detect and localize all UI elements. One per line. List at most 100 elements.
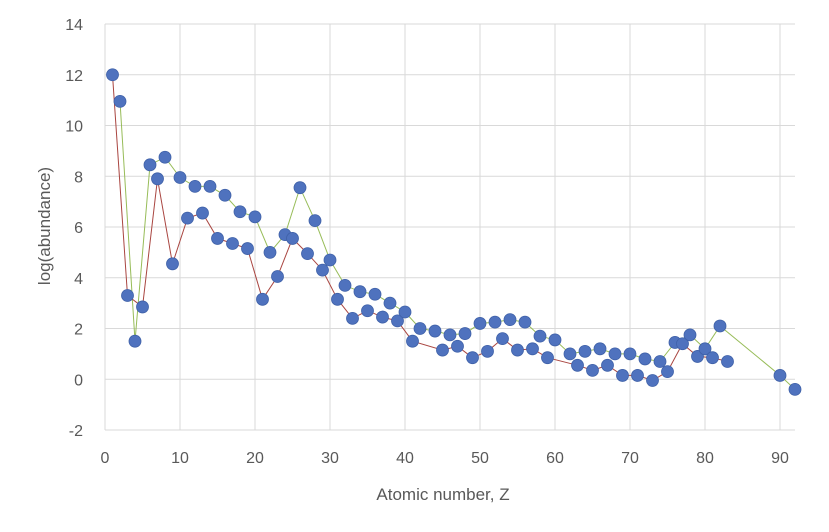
data-point — [541, 351, 554, 365]
data-point — [383, 296, 397, 310]
y-tick-label: 0 — [74, 372, 83, 389]
data-point — [211, 232, 224, 245]
data-point — [638, 352, 652, 366]
y-tick-label: 8 — [74, 169, 83, 186]
data-point — [286, 232, 299, 245]
data-point — [271, 270, 284, 283]
data-point — [698, 342, 712, 356]
data-point — [113, 94, 127, 108]
y-tick-label: -2 — [69, 423, 83, 440]
y-tick-label: 6 — [74, 220, 83, 237]
data-point — [646, 374, 659, 387]
data-point — [496, 332, 509, 346]
x-tick-label: 40 — [396, 450, 414, 467]
data-point — [391, 314, 404, 328]
gridlines — [104, 23, 795, 431]
data-point — [196, 206, 209, 220]
y-tick-label: 14 — [65, 17, 83, 34]
data-point — [608, 347, 622, 361]
data-point — [166, 257, 179, 271]
data-point — [601, 358, 614, 372]
data-point — [203, 179, 217, 193]
data-point — [368, 287, 382, 301]
data-point — [578, 344, 592, 358]
data-point — [136, 300, 149, 314]
data-point — [128, 334, 142, 348]
data-point — [548, 333, 562, 347]
data-point — [173, 171, 187, 184]
x-tick-label: 30 — [321, 450, 339, 467]
data-point — [721, 355, 734, 368]
data-point — [773, 369, 787, 382]
data-point — [563, 347, 577, 361]
data-point — [293, 181, 307, 195]
data-point — [323, 253, 337, 267]
y-tick-label: 10 — [65, 119, 83, 136]
data-point — [353, 285, 367, 299]
data-point — [241, 242, 254, 255]
x-tick-label: 60 — [546, 450, 564, 467]
data-point — [443, 328, 457, 342]
data-point — [788, 382, 802, 396]
data-point — [616, 369, 629, 382]
x-tick-label: 50 — [471, 450, 489, 467]
data-point — [346, 311, 359, 325]
y-tick-label: 2 — [74, 322, 83, 339]
data-point — [473, 317, 487, 330]
x-tick-labels: 0 10 20 30 40 50 60 70 80 90 — [101, 450, 789, 467]
data-point — [331, 292, 344, 306]
data-point — [338, 278, 352, 292]
data-point — [226, 237, 239, 250]
data-point — [413, 322, 427, 335]
data-point — [511, 343, 524, 357]
data-point — [683, 328, 697, 342]
data-point — [263, 245, 277, 259]
x-tick-label: 70 — [621, 450, 639, 467]
data-point — [458, 327, 472, 340]
data-point — [143, 158, 157, 172]
y-tick-label: 12 — [65, 68, 83, 85]
data-point — [436, 343, 449, 357]
x-tick-label: 20 — [246, 450, 264, 467]
y-tick-label: 4 — [74, 271, 83, 288]
data-point — [233, 205, 247, 219]
x-tick-label: 10 — [171, 450, 189, 467]
data-point — [188, 179, 202, 193]
data-point — [301, 247, 314, 261]
data-point — [533, 329, 547, 343]
data-point — [586, 363, 599, 377]
data-point — [218, 188, 232, 202]
x-axis-title: Atomic number, Z — [376, 485, 509, 504]
data-point — [451, 339, 464, 353]
y-axis-title: log(abundance) — [35, 167, 54, 285]
data-point — [503, 313, 517, 327]
data-point — [691, 350, 704, 363]
data-point — [398, 305, 412, 319]
data-point — [308, 214, 322, 228]
data-point — [571, 358, 584, 372]
data-point — [488, 315, 502, 329]
data-point — [631, 369, 644, 382]
data-point — [661, 365, 674, 379]
data-point — [518, 315, 532, 329]
data-point — [181, 211, 194, 225]
data-point — [376, 310, 389, 324]
data-point — [406, 334, 419, 348]
data-point — [158, 150, 172, 164]
data-point — [316, 263, 329, 277]
data-point — [676, 337, 689, 351]
data-point — [653, 355, 667, 368]
data-point — [593, 342, 607, 356]
data-point — [248, 210, 262, 224]
x-tick-label: 90 — [771, 450, 789, 467]
data-point — [713, 319, 727, 333]
data-point — [481, 344, 494, 358]
x-tick-label: 80 — [696, 450, 714, 467]
x-tick-label: 0 — [101, 450, 110, 467]
odd-z-line — [112, 74, 728, 382]
data-point — [623, 347, 637, 361]
data-point — [361, 304, 374, 318]
data-point — [428, 324, 442, 338]
data-point — [526, 342, 539, 356]
